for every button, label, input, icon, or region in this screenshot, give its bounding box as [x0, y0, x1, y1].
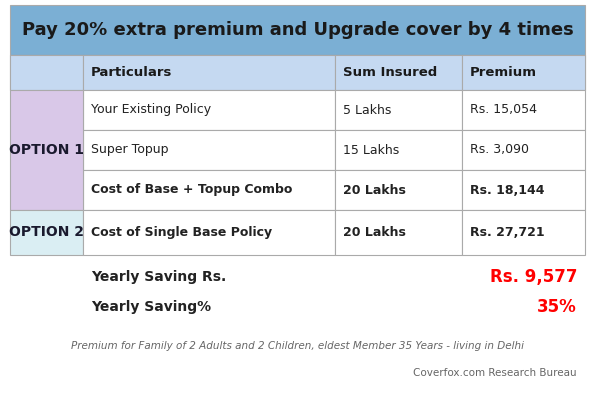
Bar	[10, 210, 83, 255]
Text: Premium for Family of 2 Adults and 2 Children, eldest Member 35 Years - living i: Premium for Family of 2 Adults and 2 Chi…	[71, 341, 524, 351]
Text: Rs. 18,144: Rs. 18,144	[470, 184, 544, 197]
Bar	[335, 130, 462, 170]
Text: Cost of Single Base Policy: Cost of Single Base Policy	[91, 226, 272, 239]
Bar	[83, 55, 335, 90]
Text: OPTION 2: OPTION 2	[9, 226, 84, 239]
Bar	[462, 130, 585, 170]
Bar	[462, 170, 585, 210]
Text: Rs. 3,090: Rs. 3,090	[470, 144, 529, 157]
Text: Cost of Base + Topup Combo: Cost of Base + Topup Combo	[91, 184, 292, 197]
Bar	[83, 170, 335, 210]
Bar	[335, 55, 462, 90]
Text: 35%: 35%	[537, 298, 577, 316]
Text: Particulars: Particulars	[91, 66, 173, 79]
Bar	[335, 90, 462, 130]
Bar	[462, 90, 585, 130]
Text: Rs. 27,721: Rs. 27,721	[470, 226, 544, 239]
Text: 5 Lakhs: 5 Lakhs	[343, 104, 392, 117]
Text: Pay 20% extra premium and Upgrade cover by 4 times: Pay 20% extra premium and Upgrade cover …	[21, 21, 574, 39]
Bar	[462, 55, 585, 90]
Text: Rs. 15,054: Rs. 15,054	[470, 104, 537, 117]
Text: Yearly Saving Rs.: Yearly Saving Rs.	[91, 270, 226, 284]
Text: Sum Insured: Sum Insured	[343, 66, 437, 79]
Bar	[10, 55, 83, 90]
Bar	[83, 90, 335, 130]
Bar	[10, 90, 83, 210]
Bar	[335, 210, 462, 255]
Bar	[462, 210, 585, 255]
Text: Super Topup: Super Topup	[91, 144, 168, 157]
Text: Your Existing Policy: Your Existing Policy	[91, 104, 211, 117]
Bar	[10, 5, 585, 55]
Bar	[10, 55, 585, 90]
Text: Coverfox.com Research Bureau: Coverfox.com Research Bureau	[414, 368, 577, 378]
Text: 20 Lakhs: 20 Lakhs	[343, 184, 406, 197]
Bar	[335, 170, 462, 210]
Bar	[83, 130, 335, 170]
Text: Yearly Saving%: Yearly Saving%	[91, 300, 211, 314]
Bar	[83, 210, 335, 255]
Text: Premium: Premium	[470, 66, 537, 79]
Text: OPTION 1: OPTION 1	[9, 143, 84, 157]
Text: 15 Lakhs: 15 Lakhs	[343, 144, 399, 157]
Text: Rs. 9,577: Rs. 9,577	[490, 268, 577, 286]
Text: 20 Lakhs: 20 Lakhs	[343, 226, 406, 239]
